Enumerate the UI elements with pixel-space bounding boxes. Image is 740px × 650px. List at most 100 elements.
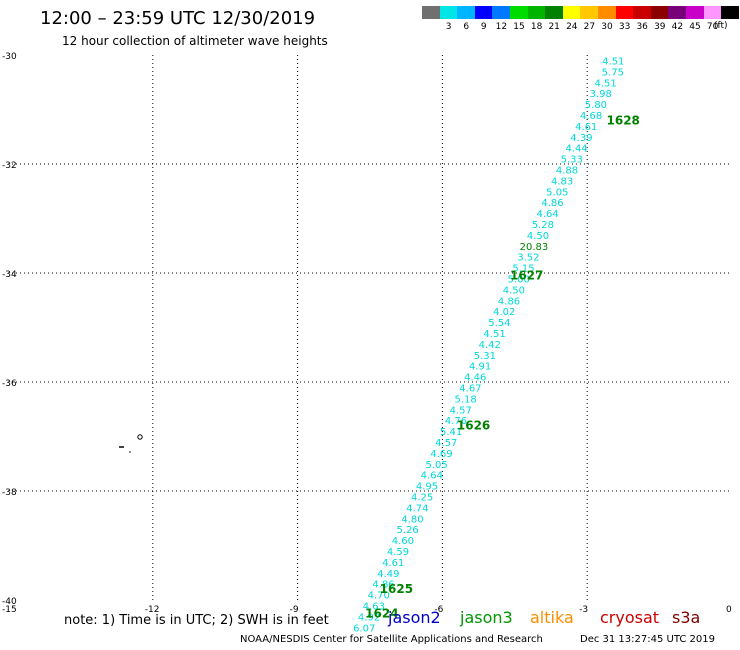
lat-tick-label: -38 [2,488,17,498]
legend-label: 39 [654,22,666,32]
wave-height-value: 4.70 [368,591,390,602]
wave-height-value: 5.33 [561,155,583,166]
island-marker [129,451,131,453]
wave-height-value: 4.60 [392,536,414,547]
legend-swatch [492,6,511,19]
wave-height-value: 4.57 [435,438,457,449]
footer-note: note: 1) Time is in UTC; 2) SWH is in fe… [64,613,329,628]
wave-height-value: 5.75 [602,67,624,78]
wave-height-value: 5.54 [488,318,510,329]
lon-tick-label: -15 [2,605,17,615]
legend-swatch [580,6,599,19]
wave-height-value: 5.05 [426,460,448,471]
track-time-label: 1627 [510,269,543,283]
track-time-label: 1624 [365,607,398,621]
island-marker [137,434,143,440]
legend-swatch [650,6,669,19]
wave-height-value: 4.80 [401,514,423,525]
legend-label: 9 [480,22,487,32]
wave-height-value: 4.92 [358,612,380,623]
map-subtitle: 12 hour collection of altimeter wave hei… [62,34,328,48]
lon-tick-label: 0 [726,605,732,615]
wave-height-value: 5.28 [532,220,554,231]
wave-height-value: 5.80 [585,100,607,111]
legend-label: 45 [689,22,701,32]
wave-height-value: 4.44 [565,144,587,155]
wave-height-value: 4.57 [450,405,472,416]
wave-height-value: 4.25 [411,492,433,503]
legend-swatch [686,6,705,19]
wave-height-value: 4.91 [469,362,491,373]
wave-height-value: 3.52 [517,253,539,264]
legend-swatch [668,6,687,19]
wave-height-value: 4.51 [483,329,505,340]
wave-height-value: 4.50 [527,231,549,242]
wave-height-value: 4.59 [387,547,409,558]
legend-label: 21 [548,22,560,32]
track-time-label: 1625 [380,582,413,596]
wave-height-value: 4.39 [570,133,592,144]
legend-swatch [527,6,546,19]
track-time-label: 1628 [607,113,640,127]
wave-height-value: 4.69 [430,449,452,460]
wave-height-value: 6.07 [353,623,375,634]
track-time-label: 1626 [457,419,490,433]
mission-label: jason3 [460,608,513,627]
wave-height-value: 4.68 [580,111,602,122]
legend-swatch [721,6,740,19]
legend-swatch [510,6,529,19]
legend-label: 30 [601,22,613,32]
wave-height-value: 4.61 [382,558,404,569]
lon-tick-label: -9 [290,605,299,615]
wave-height-value: 5.18 [454,394,476,405]
wave-height-value: 4.86 [541,198,563,209]
legend-label: 27 [583,22,596,32]
wave-height-value: 4.61 [575,122,597,133]
wave-height-value: 5.15 [512,264,534,275]
wave-height-value: 4.63 [363,601,385,612]
wave-height-value: 4.42 [479,340,501,351]
legend-label: 12 [495,22,508,32]
wave-height-value: 20.83 [520,242,549,253]
legend-label: 42 [671,22,684,32]
legend-swatch [598,6,617,19]
lat-tick-label: -30 [2,52,17,62]
wave-height-value: 4.50 [503,285,525,296]
wave-height-value: 4.67 [459,383,481,394]
wave-height-value: 4.64 [421,471,443,482]
wave-height-value: 4.46 [464,373,486,384]
legend-swatch [703,6,722,19]
mission-label: altika [530,608,574,627]
wave-height-value: 4.51 [602,56,624,67]
legend-label: 70 [706,22,719,32]
wave-height-value: 4.95 [416,482,438,493]
wave-height-value: 5.05 [546,187,568,198]
mission-label: s3a [672,608,701,627]
legend-swatch [615,6,634,19]
wave-height-value: 4.64 [537,209,559,220]
wave-height-value: 5.26 [397,525,419,536]
legend-label: 24 [566,22,578,32]
credit-text: NOAA/NESDIS Center for Satellite Applica… [240,634,543,645]
wave-height-value: 4.02 [493,307,515,318]
wave-height-value: 4.76 [445,416,467,427]
map-title: 12:00 – 23:59 UTC 12/30/2019 [40,8,316,29]
legend-label: 33 [618,22,631,32]
wave-height-value: 4.49 [377,569,399,580]
lat-tick-label: -40 [2,597,17,607]
wave-height-value: 4.74 [406,503,428,514]
legend-swatch [562,6,581,19]
mission-label: jason2 [388,608,441,627]
wave-height-value: 5.00 [508,274,530,285]
wave-height-value: 4.86 [498,296,520,307]
wave-height-value: 4.86 [372,580,394,591]
legend-swatch [474,6,493,19]
lat-tick-label: -34 [2,270,17,280]
legend-swatch [457,6,476,19]
lat-tick-label: -32 [2,161,17,171]
legend-label: 18 [530,22,543,32]
legend-label: 36 [636,22,648,32]
wave-height-value: 4.83 [551,176,573,187]
legend-unit: (ft) [714,21,728,31]
